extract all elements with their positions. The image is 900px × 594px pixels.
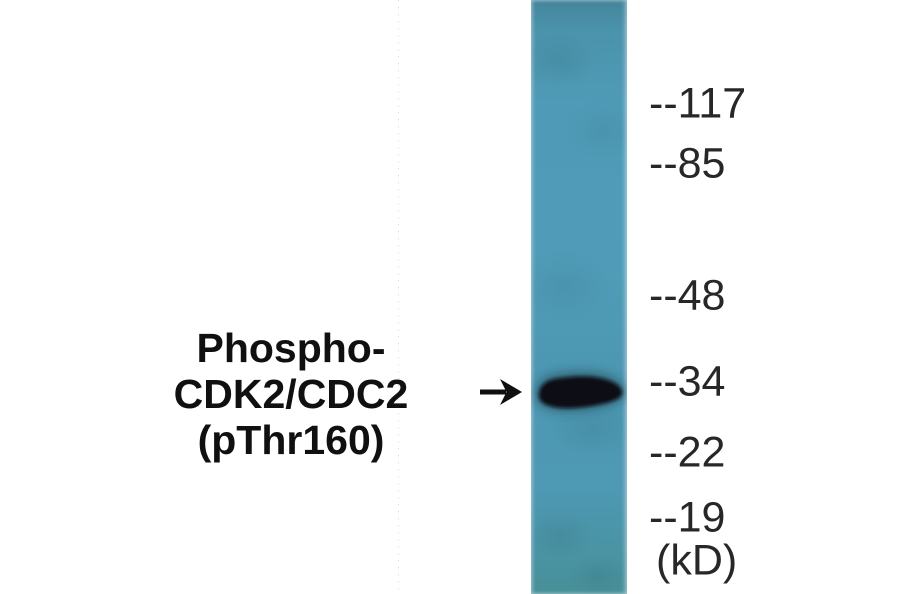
mw-marker-34: --34 bbox=[649, 357, 726, 406]
blot-lane bbox=[531, 0, 627, 594]
target-label-line-3: (pThr160) bbox=[197, 417, 385, 463]
protein-band bbox=[535, 371, 627, 412]
mw-marker-48: --48 bbox=[649, 271, 726, 320]
band-pointer-arrow-icon bbox=[480, 379, 522, 405]
target-label-line-1: Phospho- bbox=[196, 325, 386, 371]
mw-marker-117: --117 bbox=[649, 79, 747, 128]
target-protein-label: Phospho- CDK2/CDC2 (pThr160) bbox=[146, 325, 436, 463]
panel-divider-line bbox=[398, 0, 399, 594]
mw-unit-label: (kD) bbox=[656, 536, 738, 585]
mw-marker-22: --22 bbox=[649, 428, 726, 477]
protein-band-core bbox=[539, 376, 623, 409]
mw-marker-85: --85 bbox=[649, 139, 726, 188]
target-label-line-2: CDK2/CDC2 bbox=[173, 371, 409, 417]
mw-marker-19: --19 bbox=[649, 493, 726, 542]
